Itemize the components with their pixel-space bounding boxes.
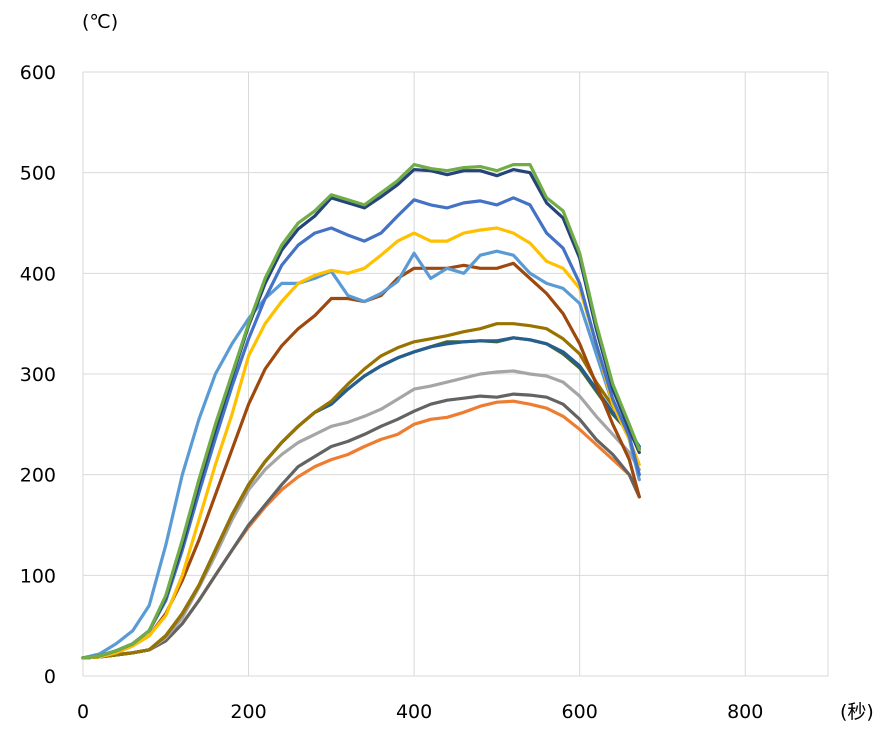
series-line xyxy=(81,163,641,660)
y-tick-label: 500 xyxy=(20,163,56,185)
y-tick-label: 300 xyxy=(20,364,56,386)
y-tick-label: 200 xyxy=(20,465,56,487)
y-tick-label: 100 xyxy=(20,565,56,587)
series-line xyxy=(81,249,641,660)
x-tick-label: 600 xyxy=(562,701,598,723)
x-tick-label: 200 xyxy=(230,701,266,723)
y-tick-label: 600 xyxy=(20,62,56,84)
series-line xyxy=(81,399,641,660)
x-tick-label: 400 xyxy=(396,701,432,723)
y-tick-labels: 0 100 200 300 400 500 600 xyxy=(20,62,56,688)
y-tick-label: 400 xyxy=(20,263,56,285)
x-tick-label: 800 xyxy=(727,701,763,723)
x-tick-labels: 0 200 400 600 800 xyxy=(77,701,763,723)
series-line xyxy=(81,392,641,660)
x-axis-unit-label: (秒) xyxy=(840,701,874,723)
series-line xyxy=(81,226,641,660)
y-tick-label: 0 xyxy=(44,666,56,688)
y-axis-unit-label: (℃) xyxy=(82,11,118,33)
x-tick-label: 0 xyxy=(77,701,89,723)
series-line xyxy=(81,369,641,660)
y-gridlines xyxy=(83,71,828,677)
series-line xyxy=(81,322,641,660)
series-lines xyxy=(81,163,641,660)
